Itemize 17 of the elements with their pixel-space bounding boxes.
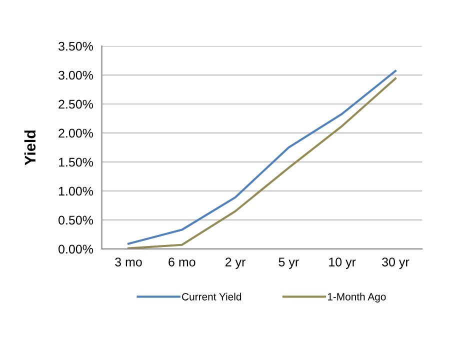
x-tick-label: 6 mo [168, 258, 196, 266]
x-tick-label: 10 yr [329, 258, 356, 269]
y-tick-label: 2.00% [58, 128, 94, 138]
y-tick-label: 0.00% [58, 244, 94, 254]
y-tick-label: 1.50% [58, 158, 94, 167]
y-tick-label: 3.50% [58, 42, 94, 51]
x-tick-label: 30 yr [382, 258, 410, 269]
x-tick-label: 2 yr [226, 258, 246, 269]
x-tick-label: 5 yr [278, 258, 299, 269]
y-axis-title: Yield [24, 130, 36, 166]
y-tick-label: 2.50% [58, 100, 94, 109]
y-tick-label: 1.00% [58, 186, 94, 196]
y-tick-label: 3.00% [58, 70, 94, 80]
x-tick-label: 3 mo [115, 258, 142, 266]
y-tick-label: 0.50% [58, 216, 94, 225]
legend-label: Current Yield [182, 292, 242, 300]
legend-label: 1-Month Ago [328, 292, 386, 303]
